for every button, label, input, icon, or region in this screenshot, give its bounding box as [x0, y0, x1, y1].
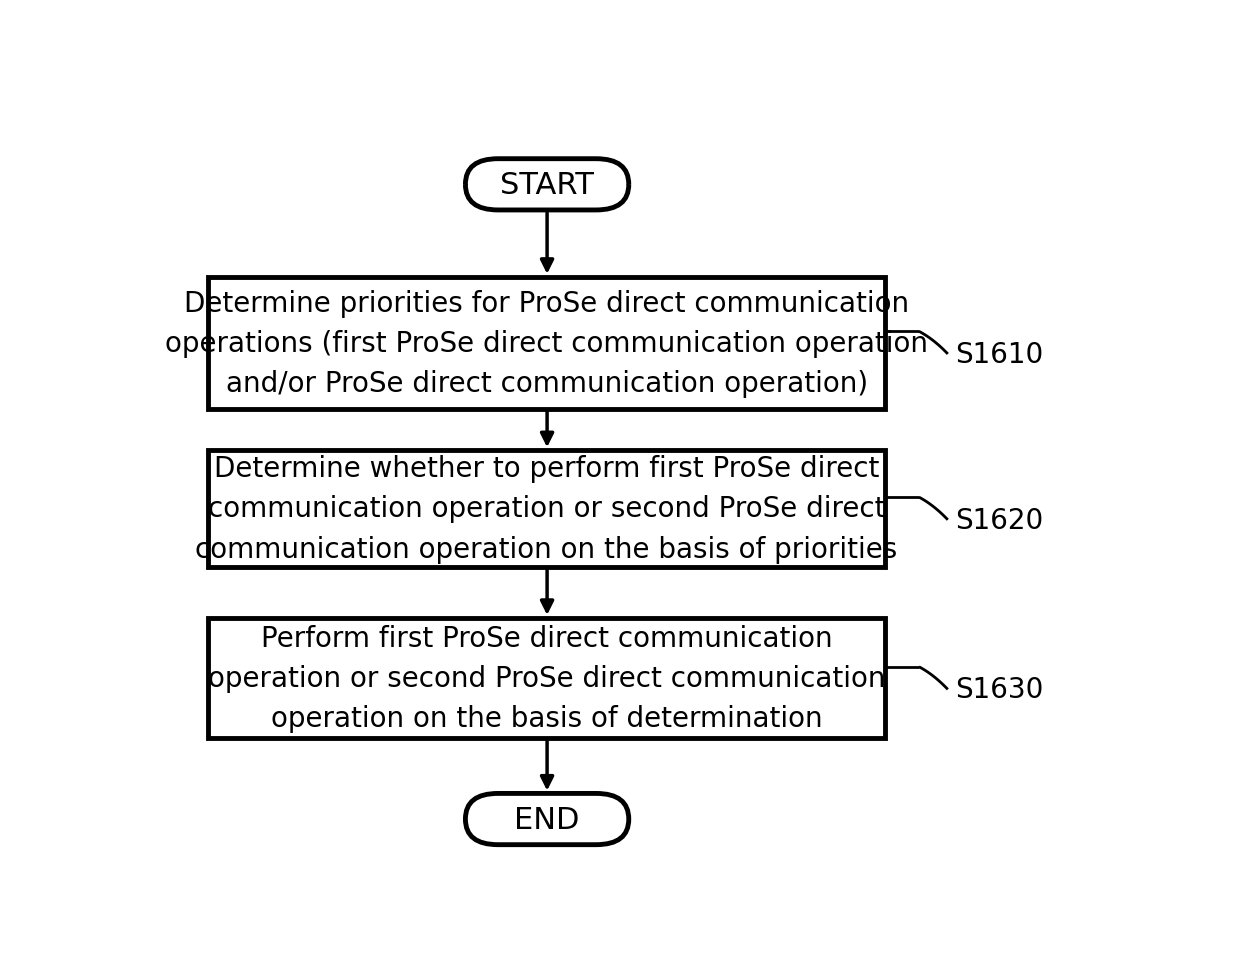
- Text: S1620: S1620: [956, 507, 1044, 534]
- Text: Determine priorities for ProSe direct communication
operations (first ProSe dire: Determine priorities for ProSe direct co…: [165, 289, 928, 397]
- Text: Perform first ProSe direct communication
operation or second ProSe direct commun: Perform first ProSe direct communication…: [208, 624, 885, 733]
- Text: END: END: [515, 805, 580, 833]
- FancyBboxPatch shape: [208, 278, 885, 409]
- FancyBboxPatch shape: [465, 793, 629, 845]
- FancyBboxPatch shape: [208, 451, 885, 567]
- FancyBboxPatch shape: [208, 618, 885, 738]
- Text: START: START: [500, 170, 594, 200]
- Text: Determine whether to perform first ProSe direct
communication operation or secon: Determine whether to perform first ProSe…: [196, 455, 898, 563]
- Text: S1610: S1610: [956, 340, 1044, 369]
- FancyBboxPatch shape: [465, 159, 629, 210]
- Text: S1630: S1630: [956, 676, 1044, 704]
